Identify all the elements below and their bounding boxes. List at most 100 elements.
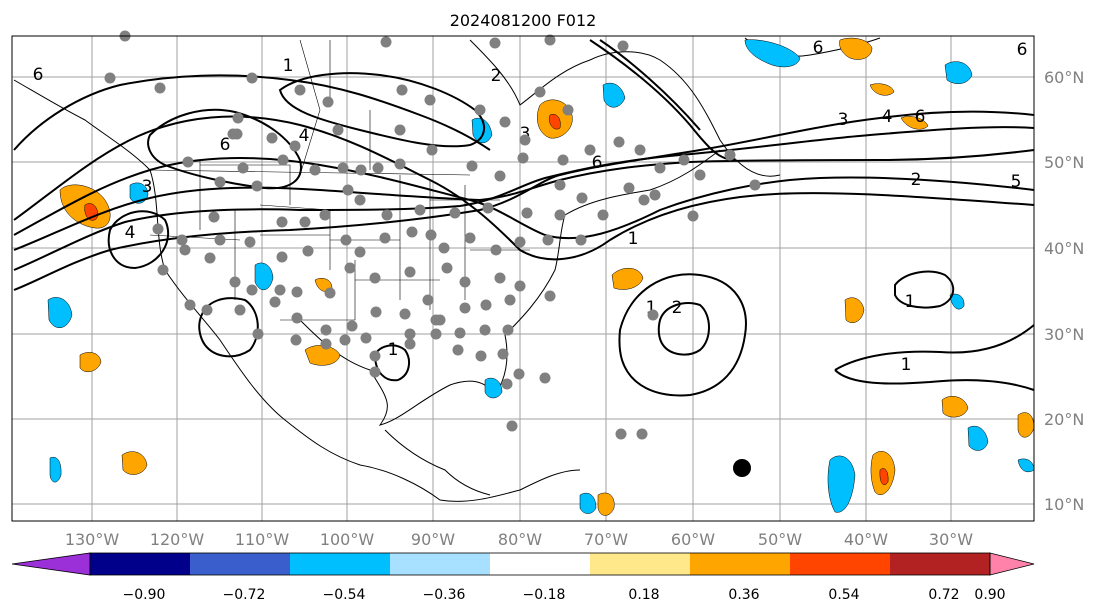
- station-dot: [184, 299, 196, 311]
- station-dot: [542, 234, 554, 246]
- station-dot: [294, 84, 306, 96]
- lon-tick-label: 100°W: [320, 530, 375, 549]
- colorbar-bin: [290, 553, 390, 575]
- north-america-west-coast: [13, 79, 581, 502]
- station-dot: [724, 149, 736, 161]
- station-dot: [517, 152, 529, 164]
- station-dot: [229, 276, 241, 288]
- shade-pos-11: [1017, 412, 1035, 438]
- station-dot: [504, 294, 516, 306]
- station-dot: [322, 96, 334, 108]
- contour-lines: [13, 39, 1035, 397]
- station-dot: [494, 272, 506, 284]
- station-dot: [449, 207, 461, 219]
- shade-pos-2-core: [549, 114, 561, 130]
- station-dot: [231, 128, 243, 140]
- us-state-borders: [149, 39, 530, 321]
- longitude-axis: 130°W 120°W 110°W 100°W 90°W 80°W 70°W 60°W 50°W…: [65, 530, 973, 549]
- station-dot: [678, 154, 690, 166]
- station-dot: [474, 104, 486, 116]
- contour-closed-east: [894, 270, 955, 309]
- station-dot: [379, 232, 391, 244]
- lat-tick-label: 60°N: [1044, 68, 1084, 87]
- station-dot: [320, 324, 332, 336]
- station-dot: [426, 144, 438, 156]
- lat-tick-label: 20°N: [1044, 410, 1084, 429]
- station-dot: [354, 246, 366, 258]
- station-dot: [344, 262, 356, 274]
- colorbar-tick-label: −0.54: [323, 587, 366, 603]
- shade-neg-3: [471, 117, 493, 144]
- map-frame: [11, 35, 1035, 522]
- station-dot: [441, 262, 453, 274]
- contour-label: 6: [220, 135, 231, 155]
- canada-east-coast: [469, 39, 781, 177]
- colorbar-bin: [490, 553, 590, 575]
- shade-pos-9: [79, 352, 102, 373]
- station-dot: [289, 140, 301, 152]
- colorbar-bin: [390, 553, 490, 575]
- station-dot: [519, 134, 531, 146]
- contour-label: 4: [125, 223, 136, 243]
- shade-neg-14: [949, 293, 965, 310]
- station-dot: [394, 158, 406, 170]
- station-dot: [274, 284, 286, 296]
- station-dot: [370, 306, 382, 318]
- shade-neg-5: [827, 455, 856, 513]
- station-dot: [340, 234, 352, 246]
- station-dot: [499, 116, 511, 128]
- lon-tick-label: 120°W: [150, 530, 205, 549]
- station-dot: [360, 332, 372, 344]
- shade-pos-14: [869, 83, 895, 96]
- lat-tick-label: 10°N: [1044, 495, 1084, 514]
- colorbar: −0.90 −0.72 −0.54 −0.36 −0.18 0.18 0.36 0.54 0.7…: [11, 552, 1035, 603]
- station-dot: [342, 184, 354, 196]
- shade-pos-5: [304, 345, 341, 366]
- contour-closed-west-us: [147, 108, 302, 190]
- station-dot: [404, 328, 416, 340]
- colorbar-bin: [590, 553, 690, 575]
- station-dot: [613, 136, 625, 148]
- station-dot: [291, 312, 303, 324]
- shade-neg-7: [254, 262, 274, 290]
- contour-east-band: [834, 324, 1035, 371]
- lat-lon-grid: [12, 36, 1034, 521]
- station-dot: [339, 334, 351, 346]
- lat-tick-label: 50°N: [1044, 153, 1084, 172]
- station-dot: [459, 302, 471, 314]
- station-dot: [154, 82, 166, 94]
- station-dot: [584, 144, 596, 156]
- lon-tick-label: 30°W: [929, 530, 973, 549]
- contour-label: 1: [905, 292, 916, 312]
- station-dot: [276, 216, 288, 228]
- negative-anomaly-shading: [47, 39, 1035, 514]
- station-dot: [104, 72, 116, 84]
- station-dot: [489, 37, 501, 49]
- station-dot: [454, 327, 466, 339]
- contour-label: 6: [813, 38, 824, 58]
- station-dot: [502, 324, 514, 336]
- contour-label: 6: [33, 65, 44, 85]
- station-dot: [562, 104, 574, 116]
- contour-label: 1: [646, 298, 657, 318]
- station-dot: [204, 252, 216, 264]
- colorbar-bin: [690, 553, 790, 575]
- colorbar-under-arrow: [11, 552, 91, 576]
- contour-label: 4: [882, 107, 893, 127]
- station-dot: [749, 179, 761, 191]
- contour-label: 1: [388, 340, 399, 360]
- lat-tick-label: 30°N: [1044, 325, 1084, 344]
- station-dot: [372, 162, 384, 174]
- station-dot: [201, 304, 213, 316]
- colorbar-over-arrow: [989, 552, 1035, 576]
- positive-anomaly-shading: [59, 37, 1035, 516]
- station-dot: [634, 144, 646, 156]
- shade-pos-13: [900, 116, 929, 130]
- station-dot: [214, 234, 226, 246]
- station-dot: [176, 234, 188, 246]
- colorbar-tick-label: 0.18: [628, 587, 659, 603]
- station-dot: [414, 204, 426, 216]
- station-dot: [521, 207, 533, 219]
- station-dot: [394, 124, 406, 136]
